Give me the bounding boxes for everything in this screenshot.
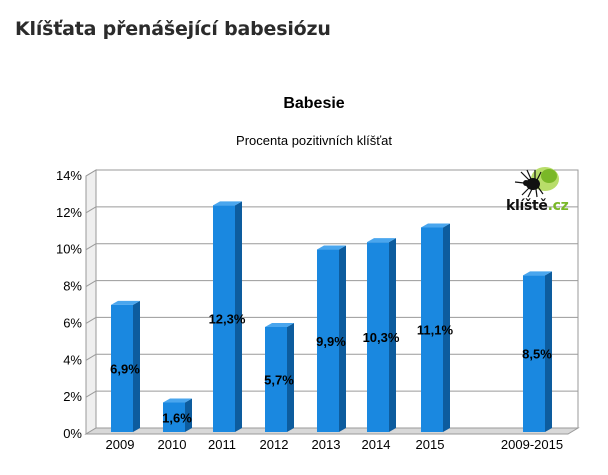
x-tick-label: 2014 [362, 437, 391, 452]
bar-top [265, 322, 294, 327]
bar-value-label: 9,9% [316, 334, 346, 349]
klistecz-logo: klíště.cz [505, 162, 577, 216]
tick-icon [514, 167, 559, 198]
gridline-side [85, 390, 97, 398]
chart-subtitle: Procenta pozitivních klíšťat [236, 133, 392, 148]
y-tick-label: 10% [56, 242, 82, 257]
bar-side [287, 322, 294, 432]
bar-top [163, 398, 192, 403]
bar [367, 242, 389, 432]
gridline-side [85, 169, 97, 177]
bar-top [523, 271, 552, 276]
bar-side [339, 245, 346, 432]
bar-value-label: 6,9% [110, 361, 140, 376]
bar [317, 249, 339, 432]
bar-value-label: 11,1% [417, 323, 454, 338]
x-tick-label: 2013 [312, 437, 341, 452]
logo-text: klíště.cz [506, 198, 569, 214]
bar-value-label: 1,6% [162, 410, 192, 425]
y-tick-label: 2% [63, 389, 82, 404]
bar [421, 227, 443, 432]
x-tick-label: 2009 [106, 437, 135, 452]
y-tick-label: 12% [56, 205, 82, 220]
bar [163, 402, 185, 432]
bar [111, 304, 133, 432]
bar-top [317, 245, 346, 250]
bar-value-label: 12,3% [209, 312, 246, 327]
bar-side [545, 271, 552, 432]
bar-value-label: 8,5% [522, 347, 552, 362]
bar-side [389, 238, 396, 432]
gridline-side [85, 316, 97, 324]
x-tick-label: 2010 [158, 437, 187, 452]
bar [523, 275, 545, 432]
gridline-side [85, 206, 97, 214]
y-tick-label: 0% [63, 426, 82, 441]
bar-top [213, 201, 242, 206]
bar [213, 205, 235, 432]
x-tick-label: 2009-2015 [501, 437, 563, 452]
x-tick-label: 2015 [416, 437, 445, 452]
y-tick-label: 14% [56, 168, 82, 183]
bar [265, 326, 287, 432]
gridline-side [85, 280, 97, 288]
x-tick-label: 2011 [208, 437, 236, 452]
bar-top [421, 223, 450, 228]
bar-top [367, 238, 396, 243]
gridline-side [85, 243, 97, 251]
y-tick-label: 8% [63, 279, 82, 294]
bar-value-label: 5,7% [264, 372, 294, 387]
logo-text-domain: .cz [547, 198, 569, 214]
y-tick-label: 4% [63, 352, 82, 367]
bar-side [235, 201, 242, 432]
bar-side [443, 223, 450, 432]
bar-top [111, 300, 140, 305]
gridline-side [85, 353, 97, 361]
bar-side [185, 398, 192, 432]
bar-side [133, 300, 140, 432]
x-tick-label: 2012 [260, 437, 289, 452]
page-heading: Klíšťata přenášející babesiózu [15, 18, 331, 40]
chart-title: Babesie [283, 95, 344, 112]
logo-text-main: klíště [506, 198, 548, 214]
y-tick-label: 6% [63, 315, 82, 330]
bar-value-label: 10,3% [363, 330, 400, 345]
plot-area: 0% 2% 4% 6% 8% 10% 12% 14% 6,9% 2009 1,6% 2010 12,3%… [56, 168, 580, 452]
